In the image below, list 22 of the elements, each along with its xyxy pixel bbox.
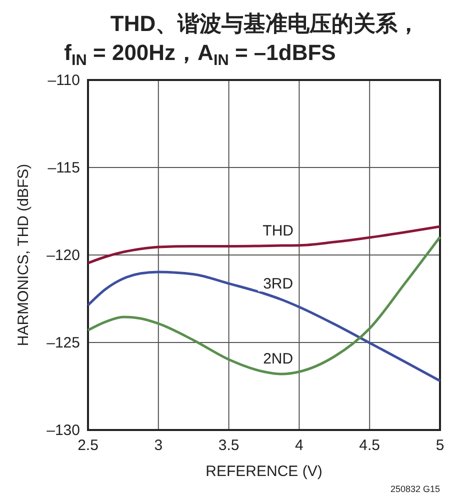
y-tick-label: –120	[46, 247, 80, 264]
x-axis-title: REFERENCE (V)	[206, 463, 322, 480]
x-tick-label: 3.5	[218, 437, 240, 454]
x-tick-label: 5	[436, 437, 444, 454]
chart-subtitle: f$_{IN}$ = 200Hz，A$_{IN}$ = –1dBFS	[64, 40, 336, 68]
chart-title: THD、谐波与基准电压的关系，	[110, 11, 420, 36]
series-label: 2ND	[263, 350, 294, 368]
series-label: 3RD	[263, 275, 294, 292]
series-label: THD	[262, 222, 294, 240]
line-series	[86, 225, 442, 264]
x-tick-label: 2.5	[78, 437, 98, 454]
y-tick-label: –110	[48, 72, 80, 89]
y-tick-label: –130	[46, 422, 80, 439]
line-series	[86, 270, 442, 382]
x-tick-label: 3	[154, 437, 163, 454]
y-tick-label: –125	[46, 334, 80, 352]
line-series	[86, 236, 442, 376]
text: 250832 G15	[390, 484, 440, 494]
x-tick-label: 4.5	[359, 437, 380, 454]
y-axis-title: HARMONICS, THD (dBFS)	[15, 164, 32, 346]
y-tick-label: –115	[48, 160, 80, 176]
x-tick-label: 4	[295, 437, 304, 454]
